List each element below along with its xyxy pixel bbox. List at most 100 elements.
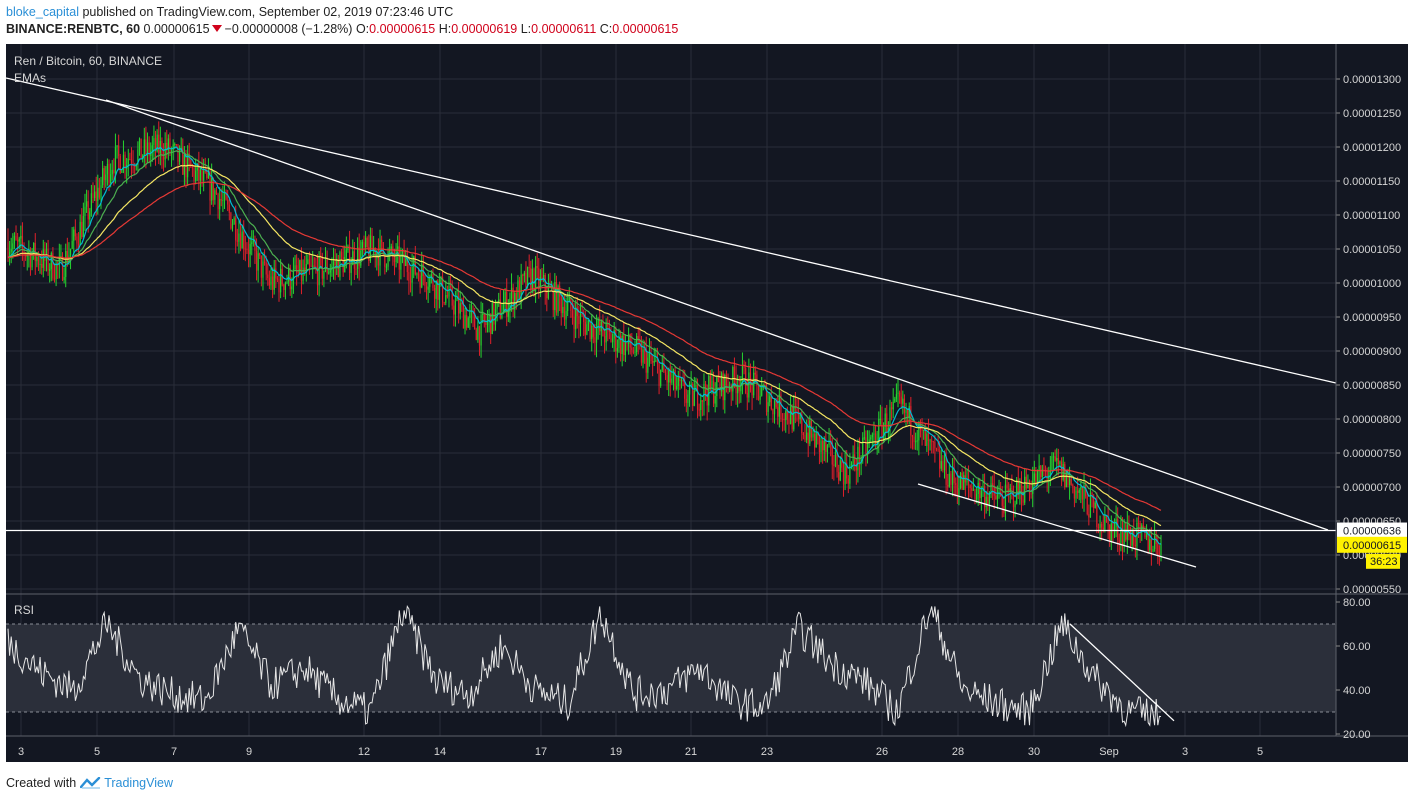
candle-body	[294, 265, 296, 270]
candle-body	[352, 251, 354, 266]
candle-body	[1072, 484, 1074, 487]
candle-body	[392, 246, 394, 257]
chart-title: Ren / Bitcoin, 60, BINANCE	[14, 54, 162, 68]
candle-body	[534, 266, 537, 291]
candle-body	[959, 472, 962, 488]
candle-body	[884, 413, 886, 427]
candle-body	[833, 464, 835, 466]
candle-body	[220, 199, 222, 201]
ohlc-bar: BINANCE:RENBTC, 60 0.00000615 −0.00000008…	[6, 22, 678, 36]
candle-body	[167, 138, 169, 151]
chart-canvas[interactable]: 3 5 7 9 12 14 17 19 21 23 26 28 30 Sep 3 5 0.00001300 0.0…	[6, 44, 1408, 762]
candle-body	[826, 444, 829, 453]
candle-body	[754, 372, 756, 375]
candle-body	[1112, 523, 1114, 531]
candle-body	[1043, 469, 1045, 471]
candle-body	[586, 324, 588, 335]
candle-body	[61, 255, 64, 280]
candle-body	[137, 149, 139, 165]
candle-body	[850, 463, 853, 466]
candle-body	[177, 144, 179, 162]
candle-body	[1117, 519, 1119, 540]
author-username[interactable]: bloke_capital	[6, 5, 79, 19]
candle-body	[498, 299, 500, 302]
candle-body	[892, 401, 894, 410]
candle-body	[284, 282, 287, 290]
resistance-trendline[interactable]	[105, 99, 1329, 531]
candle-body	[987, 496, 989, 505]
candle-body	[206, 170, 208, 179]
candle-body	[680, 379, 683, 382]
candle-body	[591, 325, 593, 339]
candle-body	[1051, 456, 1053, 471]
countdown-label: 36:23	[1370, 556, 1398, 568]
candle-body	[453, 305, 455, 315]
candle-body	[170, 150, 173, 154]
candle-body	[567, 302, 569, 311]
candle-body	[812, 433, 814, 438]
candle-body	[1105, 515, 1108, 518]
candle-body	[781, 418, 784, 420]
candle-body	[33, 243, 35, 255]
price-tick-label: 0.00001250	[1343, 108, 1401, 120]
candle-body	[60, 255, 62, 258]
candle-body	[862, 437, 864, 459]
candle-body	[440, 276, 442, 284]
candle-body	[1110, 523, 1112, 541]
x-tick-label: 7	[171, 746, 177, 758]
candle-body	[239, 233, 242, 249]
candle-body	[769, 396, 771, 403]
price-tick-label: 0.00001100	[1343, 210, 1400, 222]
candle-body	[193, 168, 195, 181]
candle-body	[108, 163, 110, 183]
candle-body	[801, 414, 803, 434]
down-arrow-icon	[211, 25, 222, 32]
candle-body	[616, 348, 618, 352]
candle-body	[1121, 529, 1124, 547]
candle-body	[1009, 488, 1011, 492]
candle-body	[1027, 484, 1029, 489]
rsi-trendline[interactable]	[1069, 623, 1175, 722]
support-channel-line[interactable]	[917, 483, 1197, 568]
candle-body	[37, 256, 40, 265]
candle-body	[828, 440, 830, 445]
candle-body	[525, 272, 527, 287]
candle-body	[1041, 469, 1043, 478]
candle-body	[741, 365, 744, 381]
candle-body	[502, 303, 505, 314]
candle-body	[387, 251, 389, 267]
candle-body	[531, 268, 533, 290]
candle-body	[1054, 456, 1056, 461]
candle-body	[110, 174, 112, 183]
candle-body	[198, 163, 200, 181]
candle-body	[153, 138, 155, 146]
candle-body	[243, 231, 245, 249]
candle-body	[504, 291, 506, 304]
candle-body	[494, 308, 497, 325]
candle-body	[677, 376, 679, 386]
candle-body	[1094, 502, 1096, 509]
chart-frame[interactable]: 3 5 7 9 12 14 17 19 21 23 26 28 30 Sep 3 5 0.00001300 0.0…	[6, 44, 1408, 762]
ema-slow-line	[7, 164, 1162, 527]
candle-body	[381, 239, 383, 243]
candle-body	[345, 250, 347, 257]
upper-trendline[interactable]	[6, 77, 1337, 384]
tradingview-brand-link[interactable]: TradingView	[104, 776, 173, 790]
candle-body	[1152, 548, 1154, 553]
candle-body	[732, 367, 734, 392]
candle-body	[413, 256, 415, 267]
candle-body	[749, 372, 752, 381]
candle-body	[908, 406, 910, 418]
candle-body	[49, 269, 51, 271]
candle-body	[336, 259, 338, 266]
candle-body	[215, 190, 218, 195]
candle-body	[1049, 470, 1051, 476]
candle-body	[1158, 554, 1160, 556]
candle-body	[1011, 488, 1013, 490]
candle-body	[692, 384, 694, 406]
candle-body	[948, 473, 950, 487]
candle-body	[838, 472, 840, 481]
candle-body	[730, 387, 732, 392]
candle-body	[265, 262, 267, 275]
candle-body	[647, 357, 649, 373]
